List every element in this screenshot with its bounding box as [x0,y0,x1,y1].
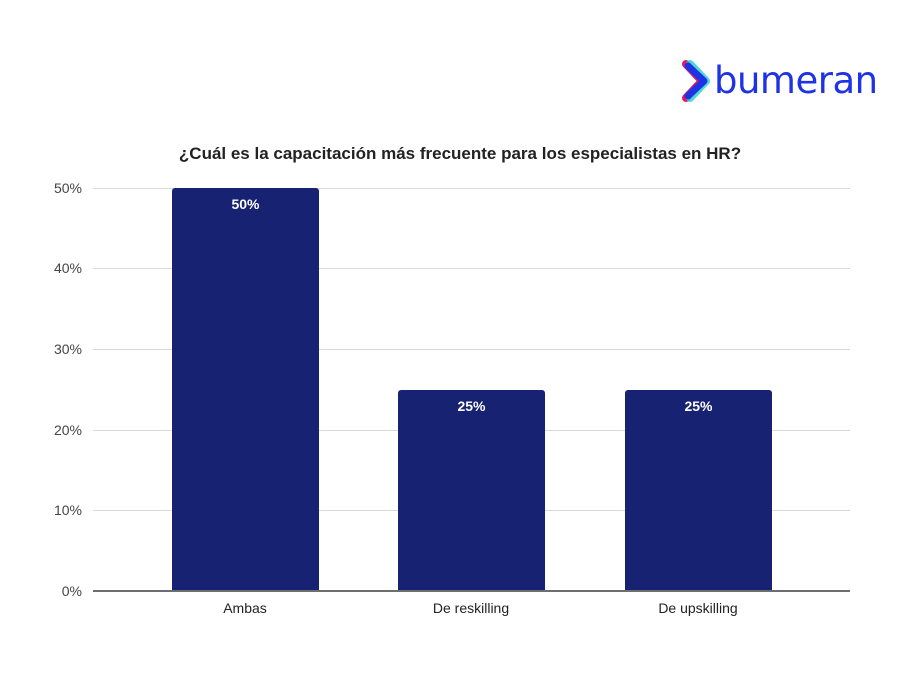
x-tick-label: De reskilling [432,600,510,616]
gridline-40 [93,268,850,269]
bar-value-label: 25% [684,398,713,414]
x-axis-line [93,590,850,592]
bar-de-upskilling: 25% [625,390,772,591]
y-tick-label: 30% [53,341,82,357]
gridline-30 [93,349,850,350]
chart-title: ¿Cuál es la capacitación más frecuente p… [0,144,900,164]
brand-name: bumeran [714,59,878,102]
bumeran-chevron-icon [682,60,710,102]
gridline-50 [93,188,850,189]
brand-logo: bumeran [680,58,878,104]
chart-title-text: ¿Cuál es la capacitación más frecuente p… [178,144,742,163]
x-tick-label: De upskilling [658,600,738,616]
bar-value-label: 50% [231,196,260,212]
bar-ambas: 50% [172,188,319,591]
bar-de-reskilling: 25% [398,390,545,591]
y-tick-label: 50% [53,180,82,196]
x-tick-label: Ambas [223,600,267,616]
y-tick-label: 10% [53,502,82,518]
bar-value-label: 25% [457,398,486,414]
y-tick-label: 0% [61,583,82,599]
y-tick-label: 20% [53,422,82,438]
y-tick-label: 40% [53,260,82,276]
